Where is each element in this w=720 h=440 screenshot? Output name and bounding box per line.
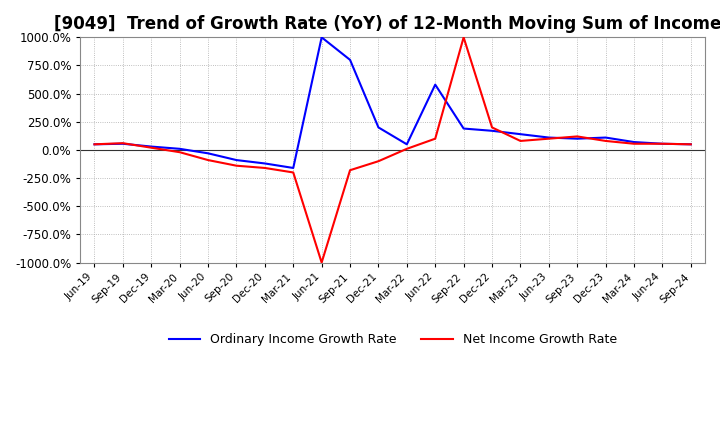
Ordinary Income Growth Rate [544, 135, 553, 140]
Line: Net Income Growth Rate: Net Income Growth Rate [94, 37, 690, 263]
Ordinary Income Growth Rate [204, 150, 212, 156]
Net Income Growth Rate [402, 146, 411, 151]
Ordinary Income Growth Rate [459, 126, 468, 131]
Ordinary Income Growth Rate [658, 141, 667, 147]
Ordinary Income Growth Rate [402, 142, 411, 147]
Net Income Growth Rate [487, 125, 496, 130]
Line: Ordinary Income Growth Rate: Ordinary Income Growth Rate [94, 37, 690, 168]
Net Income Growth Rate [431, 136, 439, 141]
Net Income Growth Rate [318, 260, 326, 265]
Net Income Growth Rate [374, 158, 383, 164]
Ordinary Income Growth Rate [176, 146, 184, 151]
Net Income Growth Rate [459, 35, 468, 40]
Ordinary Income Growth Rate [630, 139, 639, 145]
Net Income Growth Rate [261, 165, 269, 171]
Net Income Growth Rate [119, 140, 127, 146]
Ordinary Income Growth Rate [516, 132, 525, 137]
Title: [9049]  Trend of Growth Rate (YoY) of 12-Month Moving Sum of Incomes: [9049] Trend of Growth Rate (YoY) of 12-… [54, 15, 720, 33]
Net Income Growth Rate [147, 145, 156, 150]
Net Income Growth Rate [573, 134, 582, 139]
Ordinary Income Growth Rate [289, 165, 297, 171]
Net Income Growth Rate [630, 141, 639, 147]
Legend: Ordinary Income Growth Rate, Net Income Growth Rate: Ordinary Income Growth Rate, Net Income … [163, 328, 621, 351]
Net Income Growth Rate [544, 136, 553, 141]
Ordinary Income Growth Rate [431, 82, 439, 87]
Net Income Growth Rate [232, 163, 240, 169]
Net Income Growth Rate [346, 168, 354, 173]
Ordinary Income Growth Rate [346, 57, 354, 62]
Ordinary Income Growth Rate [487, 128, 496, 133]
Net Income Growth Rate [204, 158, 212, 163]
Ordinary Income Growth Rate [318, 35, 326, 40]
Net Income Growth Rate [516, 138, 525, 143]
Ordinary Income Growth Rate [601, 135, 610, 140]
Ordinary Income Growth Rate [232, 158, 240, 163]
Ordinary Income Growth Rate [686, 142, 695, 147]
Ordinary Income Growth Rate [147, 144, 156, 149]
Ordinary Income Growth Rate [119, 141, 127, 147]
Ordinary Income Growth Rate [90, 142, 99, 147]
Ordinary Income Growth Rate [374, 125, 383, 130]
Net Income Growth Rate [90, 142, 99, 147]
Net Income Growth Rate [686, 142, 695, 147]
Net Income Growth Rate [601, 138, 610, 143]
Ordinary Income Growth Rate [573, 136, 582, 141]
Net Income Growth Rate [176, 150, 184, 155]
Net Income Growth Rate [658, 141, 667, 147]
Net Income Growth Rate [289, 170, 297, 175]
Ordinary Income Growth Rate [261, 161, 269, 166]
